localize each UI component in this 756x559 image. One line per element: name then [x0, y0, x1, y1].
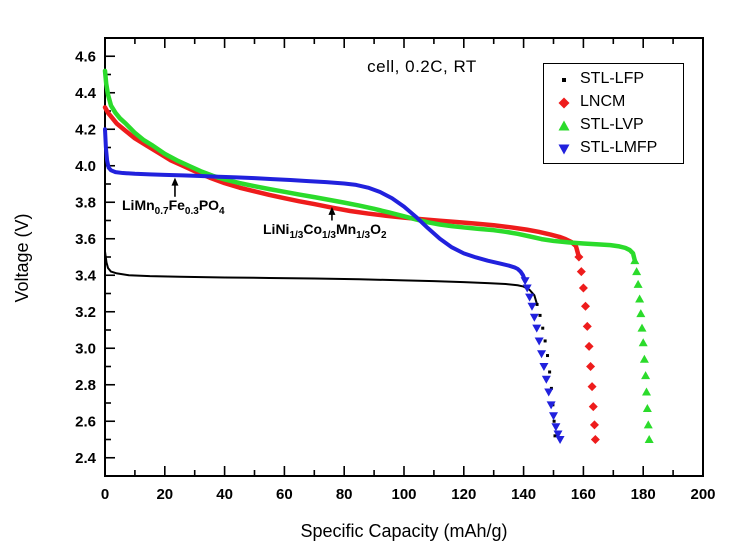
annotation-text: LiNi [263, 221, 290, 237]
svg-text:120: 120 [451, 486, 476, 503]
svg-text:2.8: 2.8 [75, 377, 96, 394]
series-stl-lvp [102, 68, 654, 443]
svg-text:3.8: 3.8 [75, 194, 96, 211]
legend-item-stl-lmfp: STL-LMFP [544, 140, 683, 156]
legend: STL-LFP LNCM STL-LVP STL-LMFP [543, 63, 684, 164]
annotation-text: Co [303, 221, 323, 237]
svg-text:140: 140 [511, 486, 536, 503]
series-lncm [102, 105, 600, 444]
annotation-sub: 1/3 [322, 229, 336, 241]
svg-text:4.0: 4.0 [75, 158, 96, 175]
annotation-up-arrow-icon [171, 177, 179, 197]
annotation-sub: 0.7 [154, 205, 169, 217]
svg-text:3.2: 3.2 [75, 304, 96, 321]
annotation-sub: 4 [219, 205, 225, 217]
annotation-sub: 0.3 [184, 205, 199, 217]
x-axis-label: Specific Capacity (mAh/g) [300, 521, 508, 541]
annotation-sub: 1/3 [356, 229, 371, 241]
annotation-text: PO [198, 197, 220, 213]
annotation-up-arrow-icon [328, 206, 336, 221]
svg-text:0: 0 [101, 486, 109, 503]
legend-label: STL-LMFP [580, 139, 658, 157]
legend-label: STL-LVP [580, 116, 644, 134]
legend-label: LNCM [580, 92, 626, 110]
annotation-sub: 1/3 [289, 229, 304, 241]
svg-text:4.6: 4.6 [75, 48, 96, 65]
svg-text:80: 80 [336, 486, 353, 503]
svg-text:160: 160 [571, 486, 596, 503]
chart-title: cell, 0.2C, RT [367, 57, 477, 76]
series-stl-lmfp [103, 127, 565, 444]
legend-label: STL-LFP [580, 69, 645, 87]
svg-text:60: 60 [276, 486, 293, 503]
annotation-text: Mn [335, 221, 357, 237]
diamond-marker-icon [558, 97, 570, 109]
series-stl-lfp [104, 250, 557, 438]
svg-text:3.0: 3.0 [75, 340, 96, 357]
annotation-text: LiMn [122, 197, 155, 213]
svg-text:4.4: 4.4 [75, 85, 97, 102]
svg-text:3.6: 3.6 [75, 231, 96, 248]
svg-text:2.4: 2.4 [75, 450, 97, 467]
annotation-text: O [370, 221, 381, 237]
svg-text:200: 200 [690, 486, 715, 503]
svg-text:40: 40 [216, 486, 233, 503]
annotation-text: Fe [168, 197, 185, 213]
triangle-up-marker-icon [558, 120, 570, 131]
svg-text:2.6: 2.6 [75, 413, 96, 430]
axis-ticks: 0 20 40 60 80 100 120 140 160 180 200 2.4 2.6 2.8 3.0 3… [75, 39, 716, 503]
square-marker-icon [562, 77, 566, 82]
annotation-sub: 2 [380, 229, 387, 241]
svg-text:3.4: 3.4 [75, 267, 97, 284]
legend-item-stl-lvp: STL-LVP [544, 117, 683, 133]
svg-text:180: 180 [631, 486, 656, 503]
triangle-down-marker-icon [558, 144, 570, 155]
y-axis-label: Voltage (V) [12, 213, 32, 303]
svg-text:4.2: 4.2 [75, 121, 96, 138]
legend-item-lncm: LNCM [544, 92, 683, 110]
svg-text:100: 100 [391, 486, 416, 503]
annotation-lini-co-mn-o2: LiNi1/3Co1/3Mn1/3O2 [263, 221, 387, 241]
annotation-limn-fe-po4: LiMn0.7Fe0.3PO4 [122, 197, 225, 217]
legend-item-stl-lfp: STL-LFP [544, 69, 683, 87]
svg-text:20: 20 [156, 486, 173, 503]
